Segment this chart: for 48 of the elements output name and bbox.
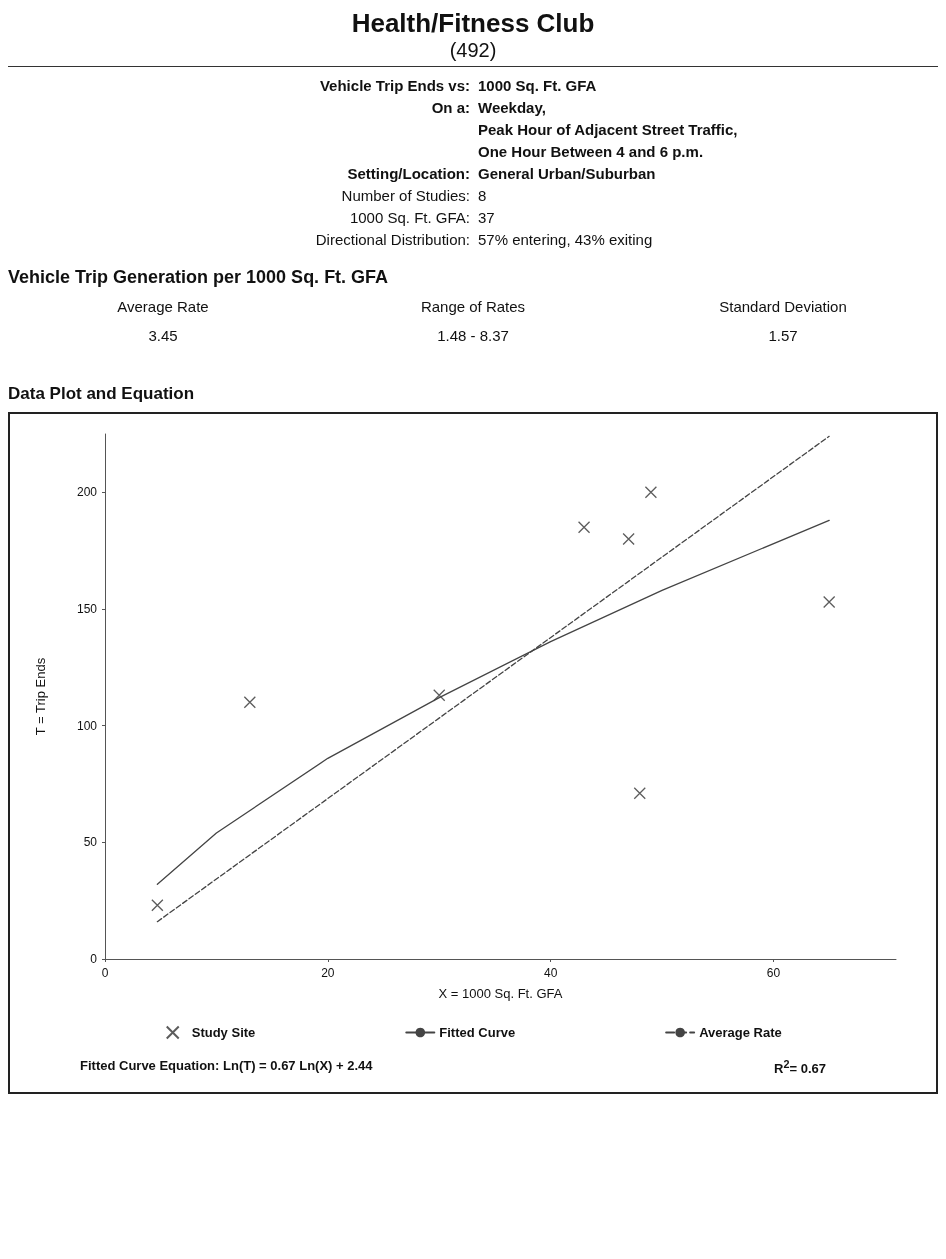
point [577,521,591,534]
text: Vehicle Trip Ends vs: [318,76,471,96]
text: 1.48 - 8.37 [436,327,510,344]
y-axis-title: T = Trip Ends [33,657,48,736]
y-tick-label: 150 [76,602,98,616]
x-axis-title: X = 1000 Sq. Ft. GFA [438,986,563,1001]
text: 37 [478,208,495,228]
point [622,532,635,546]
text: Setting/Location: [346,164,471,184]
point [644,486,658,499]
text: 3.45 [147,327,179,344]
text: On a: [430,98,471,118]
text: Standard Deviation [718,298,848,315]
text: Data Plot and Equation [8,384,196,404]
text: General Urban/Suburban [478,164,656,184]
text: Range of Rates [419,298,527,315]
text: Weekday, [478,98,546,118]
text: Average Rate [116,298,210,315]
text: Fitted Curve Equation: Ln(T) = 0.67 Ln(X) + 2.44 [80,1058,373,1075]
text: Directional Distribution: [314,230,471,250]
chart-title: Health/Fitness Club [350,8,596,39]
text: Number of Studies: [340,186,471,206]
x-tick-label: 20 [321,966,335,980]
x-tick-label: 0 [101,966,109,980]
text: 1000 Sq. Ft. GFA [478,76,597,96]
x-tick-label: 40 [543,966,558,980]
text: Vehicle Trip Generation per 1000 Sq. Ft. GFA [8,267,390,288]
legend-label: Average Rate [699,1025,782,1040]
text: 1.57 [767,327,799,344]
point [633,787,646,800]
text: 1000 Sq. Ft. GFA: [348,208,471,228]
x-tick-label: 60 [766,966,781,980]
legend-label: Fitted Curve [439,1025,516,1040]
y-tick-label: 50 [83,835,98,850]
y-tick-label: 200 [76,485,98,500]
chart-subtitle: (492) [8,39,938,67]
legend-label: Study Site [191,1025,256,1040]
y-tick-label: 100 [76,718,98,733]
text: Peak Hour of Adjacent Street Traffic, [478,120,738,140]
point [433,689,446,702]
text: 8 [478,186,487,206]
text: R$^{2}$= 0.67 [774,1058,826,1077]
text: 57% entering, 43% exiting [478,230,653,250]
text: One Hour Between 4 and 6 p.m. [478,142,704,162]
point [243,696,256,709]
y-tick-label: 0 [90,952,98,966]
point [823,595,836,609]
point [151,899,164,912]
